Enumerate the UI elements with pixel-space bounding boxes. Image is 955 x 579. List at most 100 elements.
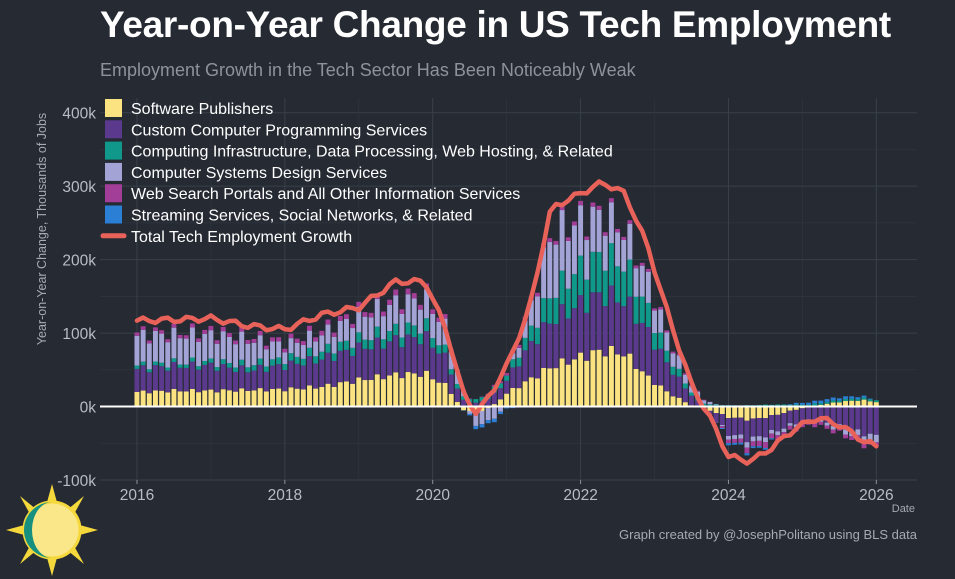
bar-segment [411,298,417,326]
bar-segment [387,330,393,342]
bar-segment [152,365,158,391]
bar-segment [806,402,812,405]
legend-label: Computing Infrastructure, Data Processin… [131,144,613,161]
bar-segment [713,413,719,422]
legend-swatch [105,184,122,203]
bar-segment [528,325,534,342]
bar-segment [652,308,657,311]
bar-segment [627,223,633,260]
bar-segment [855,400,861,407]
bar-segment [787,410,793,424]
bar-segment [565,318,571,365]
bar-segment [202,333,208,361]
bar-segment [307,347,312,357]
total-line [134,179,879,466]
bar-segment [775,406,781,415]
bar-segment [337,350,343,383]
bar-segment [461,396,466,400]
legend-swatch [105,99,122,117]
bar-segment [781,413,787,429]
bar-segment [775,404,781,407]
bar-segment [652,384,657,407]
bar-segment [547,323,553,369]
bar-segment [608,202,614,244]
bar-segment [362,312,368,317]
bar-segment [257,358,263,365]
bar-segment [183,335,189,339]
bar-segment [350,355,356,384]
bar-segment [547,368,553,407]
bar-segment [411,337,417,374]
bar-segment [590,251,596,293]
bar-segment [541,298,547,323]
bar-segment [325,324,331,344]
bar-segment [534,344,540,379]
bar-segment [867,398,873,400]
bar-segment [220,359,226,364]
bar-segment [257,335,263,359]
bar-segment [165,392,171,407]
bar-segment [775,414,781,432]
bar-segment [578,352,584,407]
bar-segment [565,364,571,407]
bar-segment [448,369,454,375]
y-tick-label: 200k [62,253,96,270]
bar-segment [380,311,386,317]
bar-segment [467,398,473,400]
bar-segment [818,406,824,420]
bar-segment [504,380,510,394]
legend-label: Software Publishers [131,101,273,118]
chart-caption: Graph created by @JosephPolitano using B… [619,527,917,542]
bar-segment [239,365,245,389]
bar-segment [282,352,288,365]
bar-segment [621,240,627,272]
bar-segment [843,398,848,402]
bar-segment [134,335,140,366]
bar-segment [337,382,343,407]
y-tick-label: 0k [80,400,97,417]
bar-segment [226,390,232,407]
bar-segment [621,356,627,407]
bar-segment [276,337,282,342]
bar-segment [189,357,195,362]
bar-segment [208,389,214,407]
bar-segment [664,350,670,363]
bar-segment [861,397,867,400]
bar-segment [177,334,183,339]
bar-segment [300,341,306,346]
bar-segment [356,377,362,407]
bar-segment [769,433,775,439]
bar-segment [417,344,423,377]
bar-segment [855,397,861,400]
bar-segment [189,388,195,407]
bar-segment [670,351,676,354]
bar-segment [627,296,633,354]
bar-segment [350,383,356,407]
bar-segment [196,366,202,370]
bar-segment [171,327,177,359]
bar-segment [491,418,497,423]
bar-segment [189,361,195,389]
bar-segment [787,423,793,426]
bar-segment [565,237,571,241]
bar-segment [664,330,670,333]
bar-segment [787,404,793,405]
y-tick-label: 300k [62,179,96,196]
bar-segment [633,296,639,324]
bar-segment [498,399,503,407]
bar-segment [245,367,251,373]
bar-segment [695,400,701,407]
bar-segment [356,306,362,333]
bar-segment [744,406,750,421]
bar-segment [319,351,325,360]
bar-segment [639,265,645,297]
legend-label: Total Tech Employment Growth [131,229,352,246]
bar-segment [584,240,590,280]
bar-segment [732,438,738,443]
x-tick-label: 2022 [563,487,597,504]
bar-segment [331,360,337,387]
bar-segment [689,392,694,396]
bar-segment [399,313,405,338]
bar-segment [873,434,879,443]
bar-segment [596,209,602,252]
